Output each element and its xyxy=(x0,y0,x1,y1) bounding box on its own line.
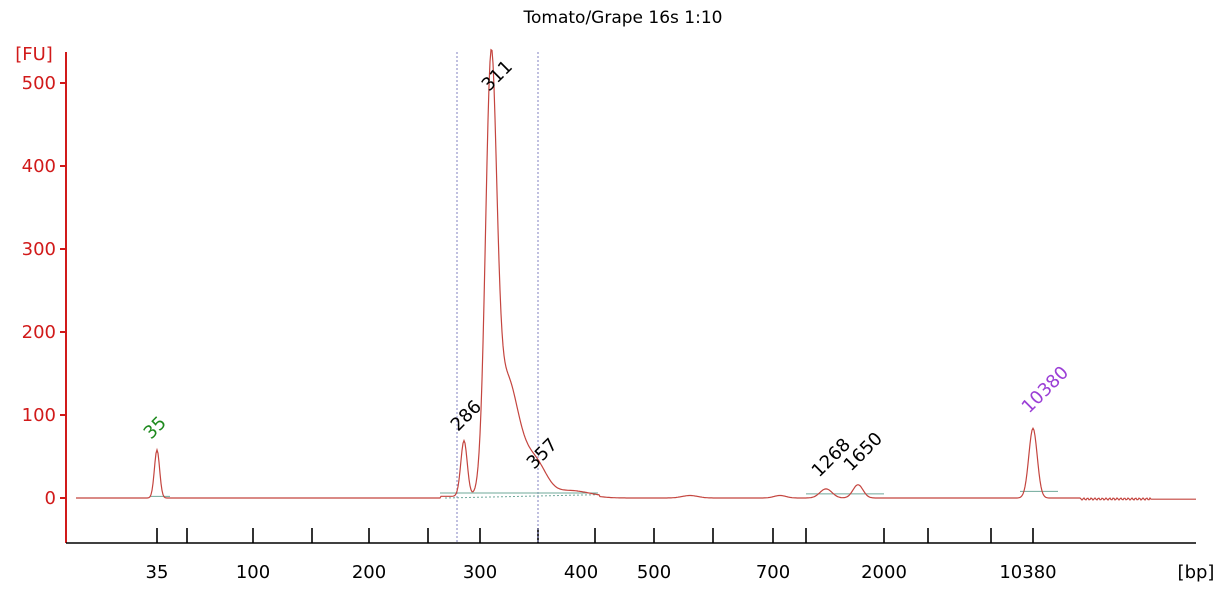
x-axis-unit-label: [bp] xyxy=(1178,562,1215,583)
y-tick-label: 200 xyxy=(22,322,56,343)
peak-region-lines xyxy=(456,52,539,543)
peak-label: 357 xyxy=(523,434,562,473)
peak-label: 10380 xyxy=(1018,362,1073,417)
x-tick-label: 400 xyxy=(564,562,598,583)
x-tick-label: 300 xyxy=(463,562,497,583)
y-tick-label: 500 xyxy=(22,73,56,94)
y-tick-label: 0 xyxy=(45,488,56,509)
peak-label: 35 xyxy=(140,412,171,443)
x-tick-label: 10380 xyxy=(999,562,1056,583)
chart-title: Tomato/Grape 16s 1:10 xyxy=(523,8,723,28)
y-tick-label: 100 xyxy=(22,405,56,426)
peak-label: 311 xyxy=(478,56,517,95)
y-tick-label: 300 xyxy=(22,239,56,260)
x-tick-label: 700 xyxy=(756,562,790,583)
y-tick-label: 400 xyxy=(22,156,56,177)
fluorescence-trace xyxy=(76,48,1196,501)
x-tick-label: 200 xyxy=(352,562,386,583)
x-tick-label: 100 xyxy=(236,562,270,583)
baseline-dotted xyxy=(444,494,599,499)
x-tick-label: 2000 xyxy=(861,562,907,583)
x-tick-label: 35 xyxy=(146,562,169,583)
y-axis-unit-label: [FU] xyxy=(15,44,53,65)
x-tick-label: 500 xyxy=(637,562,671,583)
axes: 0 100 200 300 400 500 35 100 200 300 400 500 700 2000… xyxy=(22,52,1196,583)
